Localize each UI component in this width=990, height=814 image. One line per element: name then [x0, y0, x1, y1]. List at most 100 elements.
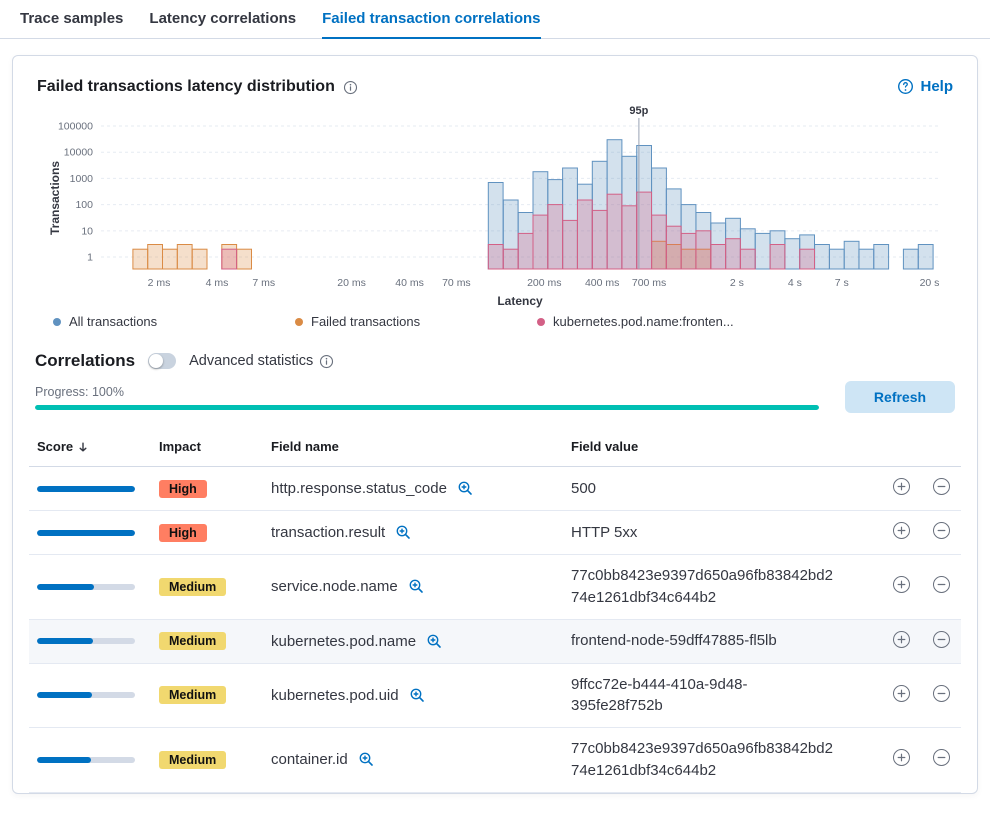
plus-circle-icon — [892, 521, 911, 543]
legend-label: All transactions — [69, 314, 158, 329]
exclude-filter-button[interactable] — [932, 477, 951, 499]
score-bar — [37, 583, 135, 590]
impact-cell: Medium — [151, 619, 263, 664]
progress-label: Progress: 100% — [35, 384, 124, 399]
minus-circle-icon — [932, 521, 951, 543]
table-row: High http.response.status_code 500 — [29, 466, 961, 511]
svg-text:Latency: Latency — [497, 294, 543, 308]
field-value-cell: HTTP 5xx — [563, 510, 881, 555]
help-icon — [897, 78, 914, 95]
plus-circle-icon — [892, 477, 911, 499]
legend-item-kubernetes-pod-name[interactable]: kubernetes.pod.name:fronten... — [537, 314, 734, 329]
latency-distribution-chart[interactable]: 1 10 100 1000 10000 100000 2 ms 4 ms 7 ms 20 ms 40… — [29, 104, 961, 312]
magnifier-plus-icon[interactable] — [395, 524, 412, 541]
include-filter-button[interactable] — [892, 684, 911, 706]
actions-column-header — [881, 427, 921, 467]
field-name-cell: kubernetes.pod.name — [263, 619, 563, 664]
legend-label: Failed transactions — [311, 314, 421, 329]
table-row: Medium container.id 77c0bb8423e9397d650a96… — [29, 727, 961, 793]
svg-text:1: 1 — [87, 252, 93, 264]
score-cell — [29, 619, 151, 664]
exclude-filter-button[interactable] — [932, 575, 951, 597]
svg-text:1000: 1000 — [70, 173, 94, 185]
svg-text:2 ms: 2 ms — [148, 277, 171, 289]
magnifier-plus-icon[interactable] — [426, 633, 443, 650]
impact-badge: Medium — [159, 632, 227, 650]
correlations-header: Correlations Advanced statistics — [29, 351, 961, 371]
field-value: frontend-node-59dff47885-fl5lb — [571, 632, 777, 650]
magnifier-plus-icon[interactable] — [409, 687, 426, 704]
score-bar — [37, 638, 135, 644]
field-value-cell: 500 — [563, 466, 881, 511]
plus-circle-icon — [892, 575, 911, 597]
table-row: Medium kubernetes.pod.name frontend-node-5… — [29, 619, 961, 664]
correlations-title: Correlations — [35, 351, 136, 370]
svg-text:40 ms: 40 ms — [395, 277, 424, 289]
table-row: Medium service.node.name 77c0bb8423e9397d6… — [29, 554, 961, 620]
tab-latency-correlations[interactable]: Latency correlations — [149, 10, 297, 27]
score-cell — [29, 554, 151, 620]
chart-legend: All transactions Failed transactions kub… — [29, 314, 961, 329]
panel-header: Failed transactions latency distribution… — [29, 74, 961, 96]
impact-badge: Medium — [159, 577, 227, 596]
progress-row: Progress: 100% Refresh — [29, 381, 961, 413]
column-header-field-value[interactable]: Field value — [563, 427, 881, 467]
legend-item-failed-transactions[interactable]: Failed transactions — [295, 314, 537, 329]
field-name: kubernetes.pod.uid — [271, 686, 399, 704]
exclude-filter-button[interactable] — [932, 748, 951, 770]
field-value-cell: 9ffcc72e-b444-410a-9d48-395fe28f752b — [563, 663, 881, 728]
refresh-button[interactable]: Refresh — [845, 381, 955, 413]
magnifier-plus-icon[interactable] — [408, 578, 425, 595]
svg-text:100: 100 — [75, 199, 93, 211]
exclude-filter-button[interactable] — [932, 630, 951, 652]
panel-title: Failed transactions latency distribution — [37, 78, 335, 95]
minus-circle-icon — [932, 748, 951, 770]
help-link[interactable]: Help — [897, 78, 953, 95]
svg-text:100000: 100000 — [58, 121, 93, 133]
minus-circle-icon — [932, 575, 951, 597]
column-header-score[interactable]: Score — [29, 427, 151, 467]
tab-trace-samples[interactable]: Trace samples — [20, 10, 124, 27]
impact-cell: Medium — [151, 727, 263, 793]
include-filter-button[interactable] — [892, 477, 911, 499]
field-name: container.id — [271, 751, 348, 769]
table-row: High transaction.result HTTP 5xx — [29, 510, 961, 555]
svg-text:4 s: 4 s — [788, 277, 802, 289]
tab-failed-transaction-correlations[interactable]: Failed transaction correlations — [322, 0, 541, 39]
legend-dot-icon — [53, 317, 61, 326]
impact-badge: High — [159, 523, 207, 542]
svg-text:7 ms: 7 ms — [252, 277, 275, 289]
impact-badge: Medium — [159, 686, 227, 705]
include-filter-button[interactable] — [892, 630, 911, 652]
advanced-statistics-toggle[interactable] — [148, 353, 177, 369]
field-name-cell: service.node.name — [263, 554, 563, 620]
info-icon[interactable] — [319, 354, 334, 369]
exclude-filter-button[interactable] — [932, 684, 951, 706]
svg-text:400 ms: 400 ms — [585, 277, 619, 289]
field-name-cell: http.response.status_code — [263, 466, 563, 511]
magnifier-plus-icon[interactable] — [457, 480, 474, 497]
svg-text:Transactions: Transactions — [48, 161, 62, 235]
column-header-field-name[interactable]: Field name — [263, 427, 563, 467]
magnifier-plus-icon[interactable] — [358, 751, 375, 768]
legend-label: kubernetes.pod.name:fronten... — [553, 314, 734, 329]
svg-text:4 ms: 4 ms — [206, 277, 229, 289]
svg-text:2 s: 2 s — [730, 277, 744, 289]
field-value-cell: frontend-node-59dff47885-fl5lb — [563, 619, 881, 664]
field-name-cell: kubernetes.pod.uid — [263, 663, 563, 728]
include-filter-button[interactable] — [892, 748, 911, 770]
column-header-impact[interactable]: Impact — [151, 427, 263, 467]
legend-dot-icon — [295, 317, 303, 326]
exclude-filter-button[interactable] — [932, 521, 951, 543]
include-filter-button[interactable] — [892, 575, 911, 597]
score-cell — [29, 663, 151, 728]
impact-cell: Medium — [151, 663, 263, 728]
legend-item-all-transactions[interactable]: All transactions — [53, 314, 295, 329]
progress-bar — [35, 404, 819, 410]
info-icon[interactable] — [343, 80, 358, 95]
svg-text:10000: 10000 — [64, 147, 93, 159]
minus-circle-icon — [932, 684, 951, 706]
include-filter-button[interactable] — [892, 521, 911, 543]
score-bar — [37, 529, 135, 536]
svg-text:95p: 95p — [629, 105, 648, 117]
